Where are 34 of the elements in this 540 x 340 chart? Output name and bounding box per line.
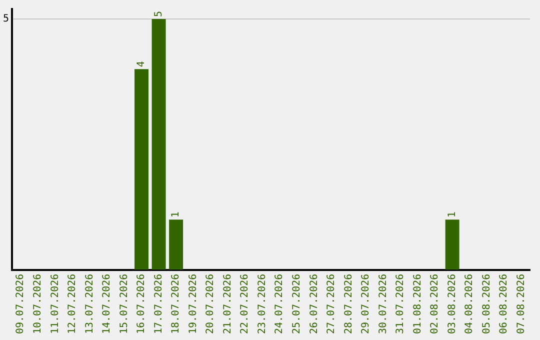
x-tick-label: 31.07.2026 <box>395 274 406 334</box>
x-tick-label: 18.07.2026 <box>170 274 182 334</box>
x-tick-label: 29.07.2026 <box>360 274 372 334</box>
x-tick-label: 24.07.2026 <box>274 274 286 334</box>
x-tick-label: 11.07.2026 <box>50 274 61 334</box>
x-tick-label: 03.08.2026 <box>446 274 458 334</box>
data-label: 1 <box>170 212 182 218</box>
x-tick-label: 20.07.2026 <box>205 274 216 334</box>
x-tick-label: 01.08.2026 <box>412 274 424 334</box>
x-tick-label: 06.08.2026 <box>498 274 510 334</box>
x-tick-label: 30.07.2026 <box>378 274 389 334</box>
x-tick-label: 02.08.2026 <box>430 274 441 334</box>
x-tick-label: 19.07.2026 <box>188 274 199 334</box>
x-tick-label: 09.07.2026 <box>15 274 26 334</box>
x-tick-label: 27.07.2026 <box>326 274 338 334</box>
x-tick-label: 17.07.2026 <box>153 274 164 334</box>
x-tick-label: 14.07.2026 <box>102 274 113 334</box>
x-tick-label: 05.08.2026 <box>481 274 492 334</box>
x-tick-label: 23.07.2026 <box>256 274 268 334</box>
x-tick-label: 22.07.2026 <box>240 274 251 334</box>
x-tick-label: 15.07.2026 <box>118 274 130 334</box>
x-tick-label: 25.07.2026 <box>292 274 303 334</box>
x-tick-label: 07.08.2026 <box>516 274 527 334</box>
x-tick-label: 21.07.2026 <box>222 274 234 334</box>
x-tick-label: 13.07.2026 <box>84 274 96 334</box>
x-tick-label: 12.07.2026 <box>67 274 78 334</box>
data-label: 4 <box>136 61 148 68</box>
x-tick-label: 04.08.2026 <box>464 274 476 334</box>
x-tick-label: 28.07.2026 <box>343 274 354 334</box>
x-tick-label: 10.07.2026 <box>32 274 44 334</box>
data-label: 5 <box>153 11 164 18</box>
x-tick-label: 16.07.2026 <box>136 274 148 334</box>
x-tick-label: 26.07.2026 <box>308 274 320 334</box>
data-label: 1 <box>446 212 458 218</box>
